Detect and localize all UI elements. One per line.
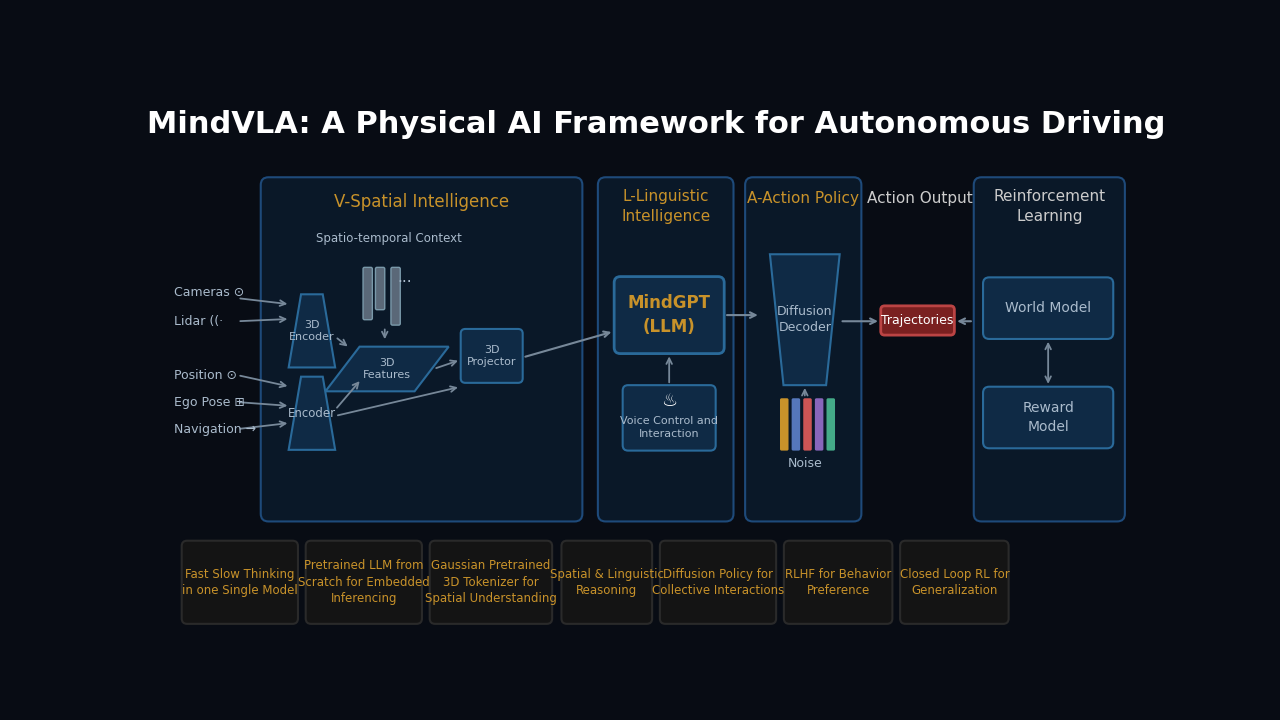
Text: Fast Slow Thinking
in one Single Model: Fast Slow Thinking in one Single Model [182, 567, 298, 597]
FancyBboxPatch shape [780, 398, 788, 451]
FancyBboxPatch shape [815, 398, 823, 451]
FancyBboxPatch shape [182, 541, 298, 624]
FancyBboxPatch shape [306, 541, 422, 624]
Polygon shape [289, 294, 335, 367]
Text: Reinforcement
Learning: Reinforcement Learning [993, 189, 1106, 224]
Text: 3D
Features: 3D Features [364, 358, 411, 380]
Text: ...: ... [398, 270, 412, 285]
Text: Pretrained LLM from
Scratch for Embedded
Inferencing: Pretrained LLM from Scratch for Embedded… [298, 559, 430, 606]
Text: Voice Control and
Interaction: Voice Control and Interaction [621, 416, 718, 438]
Text: MindGPT
(LLM): MindGPT (LLM) [627, 294, 710, 336]
Text: Lidar ((·: Lidar ((· [174, 315, 223, 328]
Text: Cameras ⊙: Cameras ⊙ [174, 287, 244, 300]
FancyBboxPatch shape [430, 541, 552, 624]
FancyBboxPatch shape [745, 177, 861, 521]
Text: V-Spatial Intelligence: V-Spatial Intelligence [334, 193, 509, 211]
Text: 3D
Projector: 3D Projector [467, 345, 516, 367]
Polygon shape [289, 377, 335, 450]
Text: Reward
Model: Reward Model [1023, 401, 1074, 433]
Text: MindVLA: A Physical AI Framework for Autonomous Driving: MindVLA: A Physical AI Framework for Aut… [147, 110, 1165, 140]
FancyBboxPatch shape [622, 385, 716, 451]
FancyBboxPatch shape [660, 541, 776, 624]
FancyBboxPatch shape [562, 541, 652, 624]
Text: RLHF for Behavior
Preference: RLHF for Behavior Preference [785, 567, 891, 597]
FancyBboxPatch shape [461, 329, 522, 383]
FancyBboxPatch shape [983, 277, 1114, 339]
Text: 3D
Encoder: 3D Encoder [289, 320, 334, 342]
FancyBboxPatch shape [614, 276, 724, 354]
FancyBboxPatch shape [804, 398, 812, 451]
Text: World Model: World Model [1005, 301, 1092, 315]
Text: A-Action Policy: A-Action Policy [748, 192, 859, 207]
FancyBboxPatch shape [390, 267, 401, 325]
FancyBboxPatch shape [827, 398, 835, 451]
Text: Diffusion Policy for
Collective Interactions: Diffusion Policy for Collective Interact… [652, 567, 785, 597]
Text: Noise: Noise [787, 457, 822, 470]
FancyBboxPatch shape [900, 541, 1009, 624]
Polygon shape [771, 254, 840, 385]
FancyBboxPatch shape [881, 306, 955, 335]
FancyBboxPatch shape [598, 177, 733, 521]
Text: Gaussian Pretrained
3D Tokenizer for
Spatial Understanding: Gaussian Pretrained 3D Tokenizer for Spa… [425, 559, 557, 606]
FancyBboxPatch shape [791, 398, 800, 451]
Polygon shape [325, 346, 449, 391]
Text: ♨: ♨ [660, 392, 677, 410]
FancyBboxPatch shape [261, 177, 582, 521]
Text: Navigation →: Navigation → [174, 423, 256, 436]
FancyBboxPatch shape [364, 267, 372, 320]
Text: Closed Loop RL for
Generalization: Closed Loop RL for Generalization [900, 567, 1009, 597]
Text: Trajectories: Trajectories [882, 314, 954, 327]
FancyBboxPatch shape [974, 177, 1125, 521]
FancyBboxPatch shape [375, 267, 385, 310]
Text: Spatial & Linguistic
Reasoning: Spatial & Linguistic Reasoning [550, 567, 664, 597]
Text: L-Linguistic
Intelligence: L-Linguistic Intelligence [621, 189, 710, 224]
FancyBboxPatch shape [783, 541, 892, 624]
Text: Action Output: Action Output [867, 192, 973, 207]
FancyBboxPatch shape [983, 387, 1114, 449]
Text: Ego Pose ⊞: Ego Pose ⊞ [174, 395, 244, 408]
Text: Encoder: Encoder [288, 407, 335, 420]
Text: Diffusion
Decoder: Diffusion Decoder [777, 305, 832, 334]
Text: Spatio-temporal Context: Spatio-temporal Context [316, 233, 462, 246]
Text: Position ⊙: Position ⊙ [174, 369, 237, 382]
